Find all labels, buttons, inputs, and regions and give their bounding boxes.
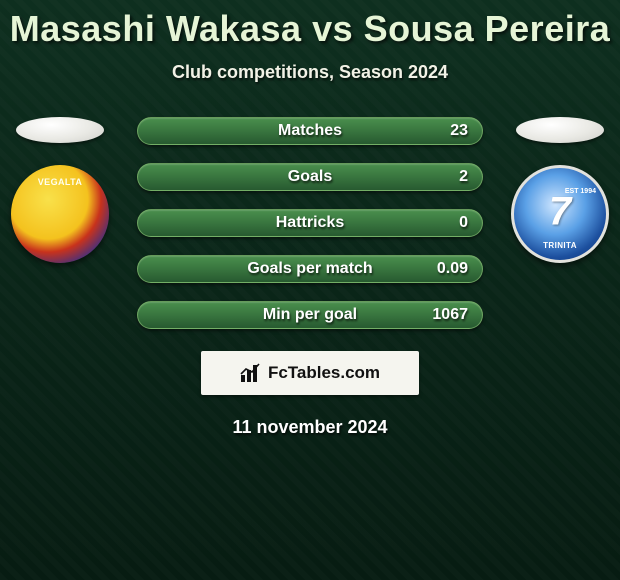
stat-label: Matches (278, 122, 342, 140)
comparison-title: Masashi Wakasa vs Sousa Pereira (0, 0, 620, 50)
stat-bar: Goals per match 0.09 (137, 255, 483, 283)
comparison-subtitle: Club competitions, Season 2024 (0, 62, 620, 83)
stat-bar: Matches 23 (137, 117, 483, 145)
stat-label: Hattricks (276, 214, 344, 232)
stat-bar: Goals 2 (137, 163, 483, 191)
stat-bar: Min per goal 1067 (137, 301, 483, 329)
player-right-column: EST 1994 (500, 117, 620, 263)
bar-chart-icon (240, 363, 262, 383)
stat-label: Goals (288, 168, 332, 186)
comparison-stage: EST 1994 Matches 23 Goals 2 Hattricks 0 … (0, 117, 620, 438)
player-left-column (0, 117, 120, 263)
club-badge-right: EST 1994 (511, 165, 609, 263)
site-attribution-text: FcTables.com (268, 363, 380, 383)
club-badge-est-text: EST 1994 (565, 188, 596, 195)
stat-value: 0 (459, 214, 468, 232)
site-attribution: FcTables.com (201, 351, 419, 395)
stat-label: Min per goal (263, 306, 357, 324)
snapshot-date: 11 november 2024 (0, 417, 620, 438)
stat-value: 2 (459, 168, 468, 186)
stat-label: Goals per match (247, 260, 372, 278)
stat-bar: Hattricks 0 (137, 209, 483, 237)
player-avatar-placeholder (516, 117, 604, 143)
stat-value: 23 (450, 122, 468, 140)
stats-bar-list: Matches 23 Goals 2 Hattricks 0 Goals per… (137, 117, 483, 329)
stat-value: 0.09 (437, 260, 468, 278)
club-badge-left (11, 165, 109, 263)
stat-value: 1067 (432, 306, 468, 324)
player-avatar-placeholder (16, 117, 104, 143)
